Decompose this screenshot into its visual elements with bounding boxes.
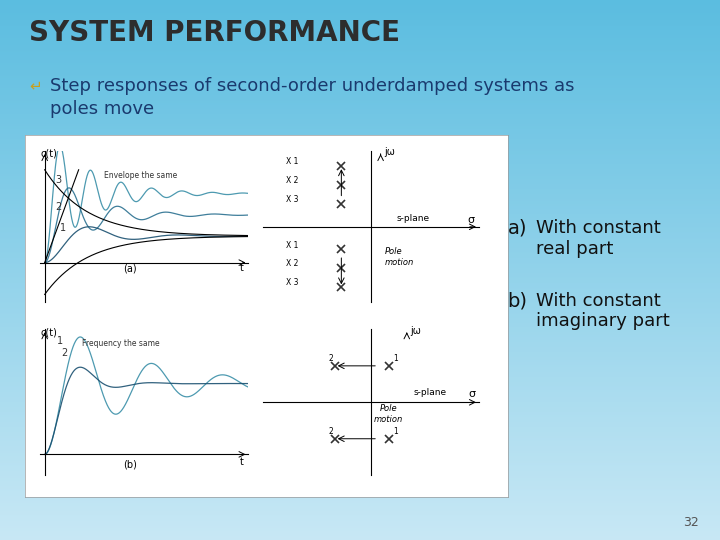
- Text: 2: 2: [329, 354, 333, 363]
- Text: With constant
imaginary part: With constant imaginary part: [536, 292, 670, 330]
- Text: σ: σ: [468, 389, 475, 400]
- Text: (a): (a): [122, 264, 136, 274]
- Text: Pole
motion: Pole motion: [384, 247, 414, 267]
- Text: (b): (b): [122, 460, 137, 470]
- Text: jω: jω: [384, 147, 395, 157]
- Text: Frequency the same: Frequency the same: [82, 339, 160, 348]
- Text: 1: 1: [394, 427, 398, 436]
- Text: 32: 32: [683, 516, 698, 529]
- Text: X 2: X 2: [287, 177, 299, 185]
- Text: 2: 2: [62, 348, 68, 359]
- Text: b): b): [508, 292, 528, 310]
- Text: X 1: X 1: [287, 241, 299, 249]
- Text: t: t: [240, 457, 244, 467]
- Text: X 3: X 3: [287, 279, 299, 287]
- Text: 1: 1: [57, 336, 63, 346]
- Text: t: t: [240, 262, 244, 273]
- Text: s-plane: s-plane: [414, 388, 447, 397]
- Text: Pole
motion: Pole motion: [374, 404, 403, 424]
- Text: 2: 2: [55, 201, 61, 212]
- Text: poles move: poles move: [50, 100, 155, 118]
- Text: X 2: X 2: [287, 260, 299, 268]
- Text: 1: 1: [394, 354, 398, 363]
- Text: Step responses of second-order underdamped systems as: Step responses of second-order underdamp…: [50, 77, 575, 94]
- Text: X 3: X 3: [287, 195, 299, 204]
- Text: s-plane: s-plane: [396, 214, 429, 223]
- Text: jω: jω: [410, 326, 421, 336]
- Text: 3: 3: [55, 175, 61, 185]
- Text: Envelope the same: Envelope the same: [104, 171, 177, 180]
- Text: 1: 1: [60, 223, 66, 233]
- Text: ↵: ↵: [29, 78, 42, 93]
- Text: σ: σ: [467, 215, 474, 225]
- Text: a): a): [508, 219, 527, 238]
- Text: SYSTEM PERFORMANCE: SYSTEM PERFORMANCE: [29, 19, 400, 47]
- Text: c(t): c(t): [40, 328, 58, 338]
- Text: 2: 2: [329, 427, 333, 436]
- Text: c(t): c(t): [40, 148, 58, 159]
- Text: X 1: X 1: [287, 158, 299, 166]
- Text: With constant
real part: With constant real part: [536, 219, 661, 258]
